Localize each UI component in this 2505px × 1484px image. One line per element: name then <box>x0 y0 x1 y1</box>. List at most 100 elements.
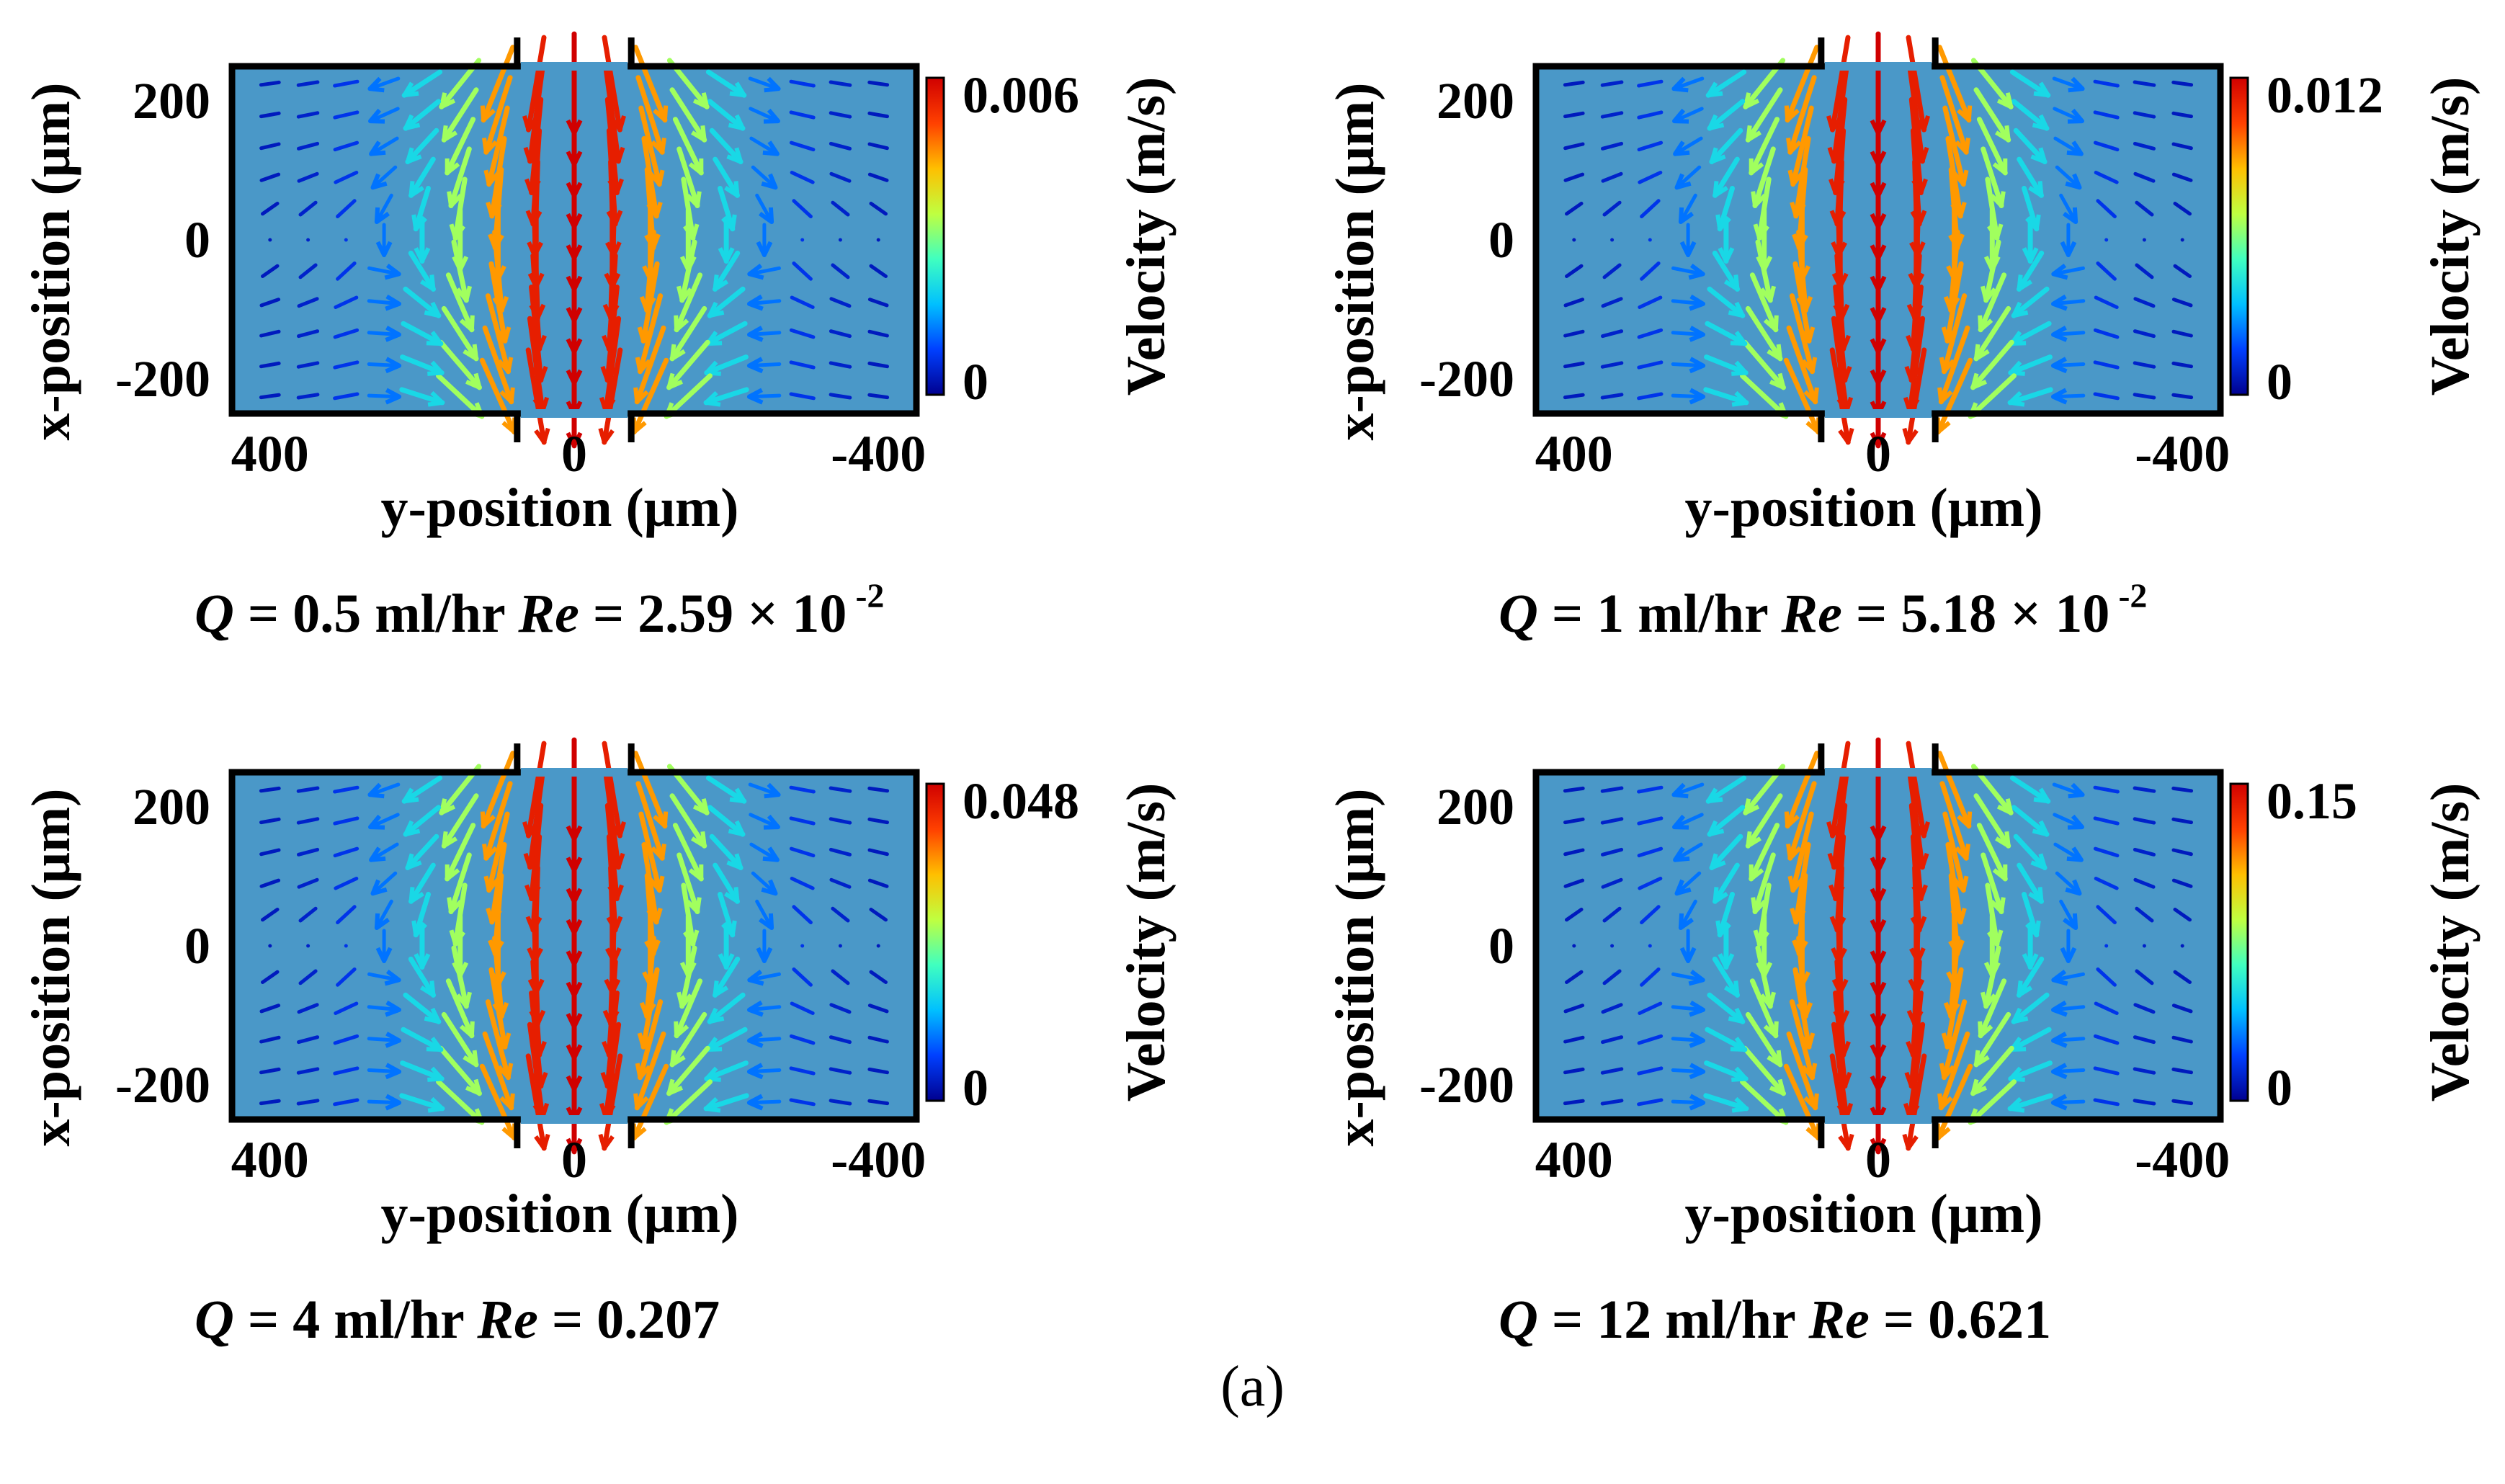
velocity-arrowhead <box>488 233 504 250</box>
velocity-arrowhead <box>1689 1000 1705 1017</box>
velocity-arrowhead <box>1974 344 1990 361</box>
velocity-arrowhead <box>1909 241 1926 258</box>
velocity-arrowhead <box>497 1063 514 1080</box>
velocity-arrow <box>2135 906 2154 923</box>
velocity-arrow <box>1790 105 1814 187</box>
velocity-arrowhead <box>530 334 547 352</box>
velocity-arrowhead <box>530 1040 547 1058</box>
velocity-arrow <box>2096 199 2117 218</box>
chart-panel-3: 200 0 -200 400 0 -400 y-position (μm) x-positio… <box>1325 737 2481 1244</box>
velocity-arrowhead <box>670 344 686 361</box>
velocity-arrowhead <box>384 969 401 986</box>
velocity-arrowhead <box>605 947 622 964</box>
velocity-arrow <box>1942 105 1966 187</box>
velocity-arrow <box>1563 1035 1585 1044</box>
colorbar-max-label: 0.15 <box>2267 772 2357 830</box>
velocity-arrow <box>2051 1037 2086 1042</box>
velocity-arrow <box>1749 978 1779 1039</box>
velocity-arrow <box>2059 899 2078 930</box>
velocity-arrow <box>747 972 781 982</box>
velocity-arrowhead <box>427 390 445 407</box>
velocity-arrowhead <box>1909 947 1926 964</box>
x-axis-label: y-position (μm) <box>1685 478 2043 538</box>
velocity-arrow <box>829 393 852 400</box>
velocity-arrow <box>2094 171 2119 184</box>
velocity-arrow <box>2171 848 2193 857</box>
velocity-arrow <box>709 128 744 164</box>
velocity-arrow <box>2011 286 2050 318</box>
velocity-arrowhead <box>419 274 436 292</box>
velocity-arrow <box>2171 111 2193 119</box>
velocity-arrowhead <box>2067 108 2084 124</box>
velocity-arrow <box>296 786 320 793</box>
velocity-arrow <box>1637 816 1664 826</box>
velocity-arrow <box>1563 1004 1585 1014</box>
velocity-arrow <box>829 877 852 889</box>
velocity-arrowhead <box>764 76 781 93</box>
velocity-arrow <box>1833 803 1848 901</box>
velocity-arrow <box>789 79 816 88</box>
velocity-arrowhead <box>1986 929 2004 947</box>
velocity-arrow <box>1601 1003 1623 1014</box>
velocity-arrowhead <box>2022 247 2039 264</box>
velocity-arrowhead <box>2067 814 2084 830</box>
velocity-arrow <box>296 1067 320 1075</box>
velocity-arrowhead <box>606 916 623 932</box>
velocity-arrow <box>448 852 472 914</box>
velocity-arrow <box>2135 263 2154 280</box>
velocity-arrow <box>604 803 620 901</box>
y-tick-label: -200 <box>115 350 210 408</box>
outlet-gap <box>520 409 628 418</box>
colorbar-title: Velocity (m/s) <box>1116 77 1176 396</box>
velocity-arrowhead <box>1980 285 1997 303</box>
velocity-arrow <box>483 75 513 155</box>
velocity-arrowhead <box>2011 1007 2029 1024</box>
velocity-arrowhead <box>704 1096 721 1113</box>
velocity-arrowhead <box>2017 274 2033 292</box>
velocity-arrowhead <box>1756 961 1773 978</box>
velocity-arrow <box>666 1045 710 1096</box>
velocity-arrow <box>297 171 319 183</box>
velocity-arrow <box>1906 35 1926 133</box>
colorbar-title: Velocity (m/s) <box>2420 77 2481 396</box>
velocity-arrow <box>2094 1001 2119 1015</box>
velocity-arrow <box>867 393 890 400</box>
velocity-arrow <box>296 80 320 87</box>
velocity-arrowhead <box>1870 182 1887 198</box>
velocity-arrowhead <box>1946 265 1963 282</box>
velocity-arrowhead <box>1983 961 2001 978</box>
velocity-arrow <box>1638 877 1663 890</box>
velocity-arrow <box>1601 297 1623 308</box>
velocity-arrowhead <box>1759 285 1777 303</box>
velocity-arrowhead <box>402 81 419 98</box>
velocity-arrowhead <box>1763 315 1779 332</box>
colorbar-min-label: 0 <box>963 353 988 411</box>
velocity-arrowhead <box>1974 1050 1990 1067</box>
velocity-arrowhead <box>1759 991 1777 1009</box>
velocity-arrow <box>1712 250 1740 292</box>
velocity-arrow <box>486 811 510 893</box>
velocity-arrowhead <box>1706 787 1723 804</box>
velocity-arrowhead <box>414 247 431 264</box>
velocity-arrow <box>1703 1093 1749 1112</box>
velocity-arrowhead <box>1803 1093 1819 1110</box>
velocity-arrowhead <box>1746 831 1761 849</box>
velocity-arrow <box>1907 66 1925 164</box>
velocity-arrow <box>486 105 510 187</box>
velocity-arrow <box>489 842 507 925</box>
velocity-arrowhead <box>1870 432 1887 448</box>
chart-panel-1: 200 0 -200 400 0 -400 y-position (μm) x-positio… <box>1325 31 2481 538</box>
velocity-arrow <box>2171 172 2193 182</box>
velocity-arrow <box>2133 111 2156 119</box>
velocity-arrow <box>789 328 816 339</box>
y-axis-label: x-position (μm) <box>1325 789 1385 1147</box>
velocity-arrow <box>672 823 704 882</box>
velocity-arrow <box>1671 782 1705 797</box>
velocity-arrow <box>401 1027 444 1052</box>
velocity-arrow <box>1671 393 1705 399</box>
velocity-arrow <box>751 871 777 895</box>
velocity-arrowhead <box>1902 427 1919 444</box>
velocity-arrow <box>1638 295 1663 309</box>
velocity-arrow <box>2133 329 2156 339</box>
velocity-arrow <box>445 117 476 176</box>
